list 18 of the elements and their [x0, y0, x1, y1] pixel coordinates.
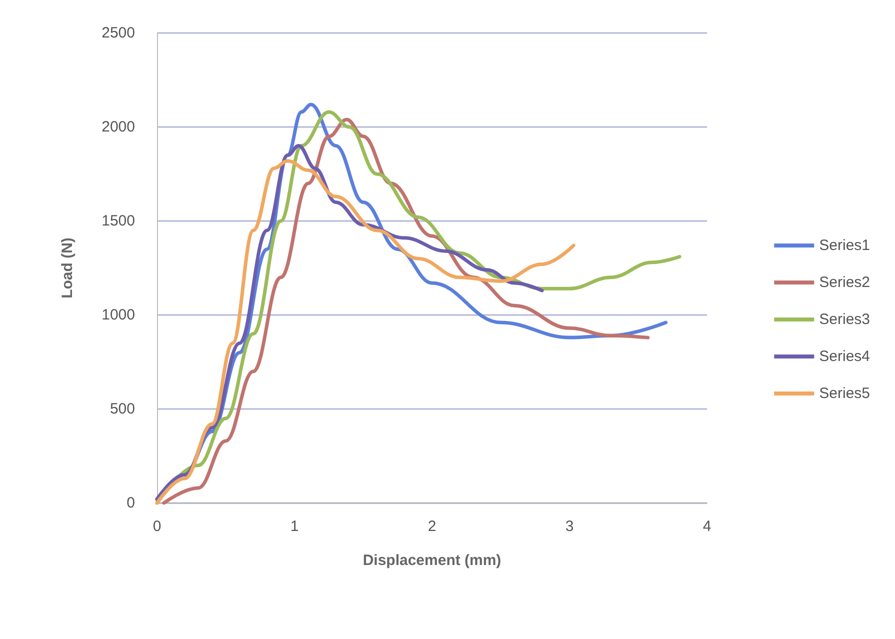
x-tick-label: 1 — [290, 518, 299, 535]
x-tick-label: 0 — [152, 518, 162, 535]
y-tick-label: 500 — [110, 400, 135, 418]
y-tick-label: 0 — [126, 494, 135, 512]
y-tick-label: 1500 — [102, 212, 135, 230]
y-tick-label: 1000 — [102, 306, 135, 324]
x-tick-label: 2 — [428, 518, 436, 535]
legend-label: Series5 — [819, 385, 870, 402]
legend-label: Series4 — [819, 348, 870, 365]
legend-label: Series1 — [819, 237, 870, 254]
x-tick-label: 4 — [702, 518, 712, 535]
x-tick-label: 3 — [565, 518, 574, 535]
legend-label: Series3 — [819, 311, 870, 328]
y-tick-label: 2000 — [102, 118, 135, 136]
legend-label: Series2 — [819, 274, 870, 291]
y-tick-label: 2500 — [102, 24, 135, 42]
y-axis-title: Load (N) — [59, 238, 76, 298]
x-axis-title: Displacement (mm) — [362, 552, 502, 569]
